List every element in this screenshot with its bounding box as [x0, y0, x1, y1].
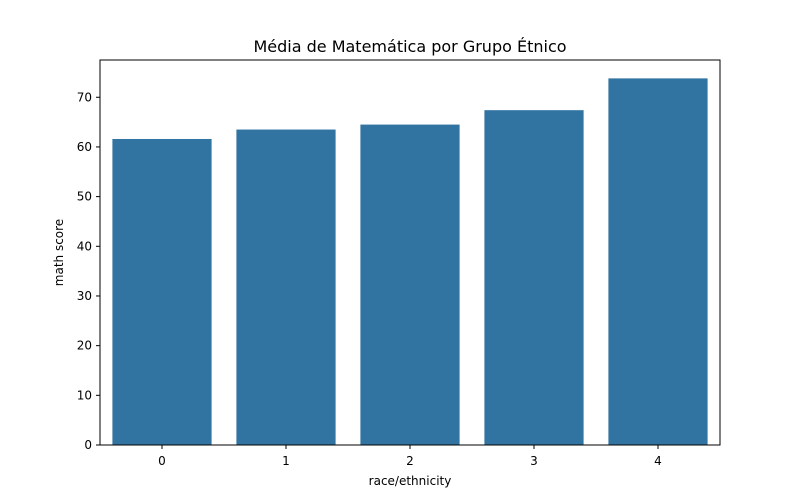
x-tick-label: 3 — [530, 454, 538, 468]
y-tick-label: 10 — [77, 388, 92, 402]
bars-layer — [112, 78, 708, 446]
x-tick-label: 2 — [406, 454, 414, 468]
bar-1 — [236, 129, 336, 445]
y-tick-label: 60 — [77, 140, 92, 154]
chart-title: Média de Matemática por Grupo Étnico — [253, 37, 566, 56]
bar-3 — [484, 110, 584, 445]
x-tick-label: 1 — [282, 454, 290, 468]
y-tick-label: 0 — [84, 438, 92, 452]
x-axis: 0 1 2 3 4 — [158, 445, 662, 468]
x-tick-label: 0 — [158, 454, 166, 468]
bar-0 — [112, 138, 212, 445]
y-axis: 0 10 20 30 40 50 60 70 — [77, 90, 100, 452]
y-axis-label: math score — [52, 219, 66, 286]
x-axis-label: race/ethnicity — [369, 474, 452, 488]
bar-2 — [360, 124, 460, 446]
y-tick-label: 70 — [77, 90, 92, 104]
y-tick-label: 30 — [77, 289, 92, 303]
x-tick-label: 4 — [654, 454, 662, 468]
y-tick-label: 50 — [77, 190, 92, 204]
bar-4 — [608, 78, 708, 445]
y-tick-label: 40 — [77, 239, 92, 253]
y-tick-label: 20 — [77, 339, 92, 353]
plot-frame — [99, 59, 721, 446]
